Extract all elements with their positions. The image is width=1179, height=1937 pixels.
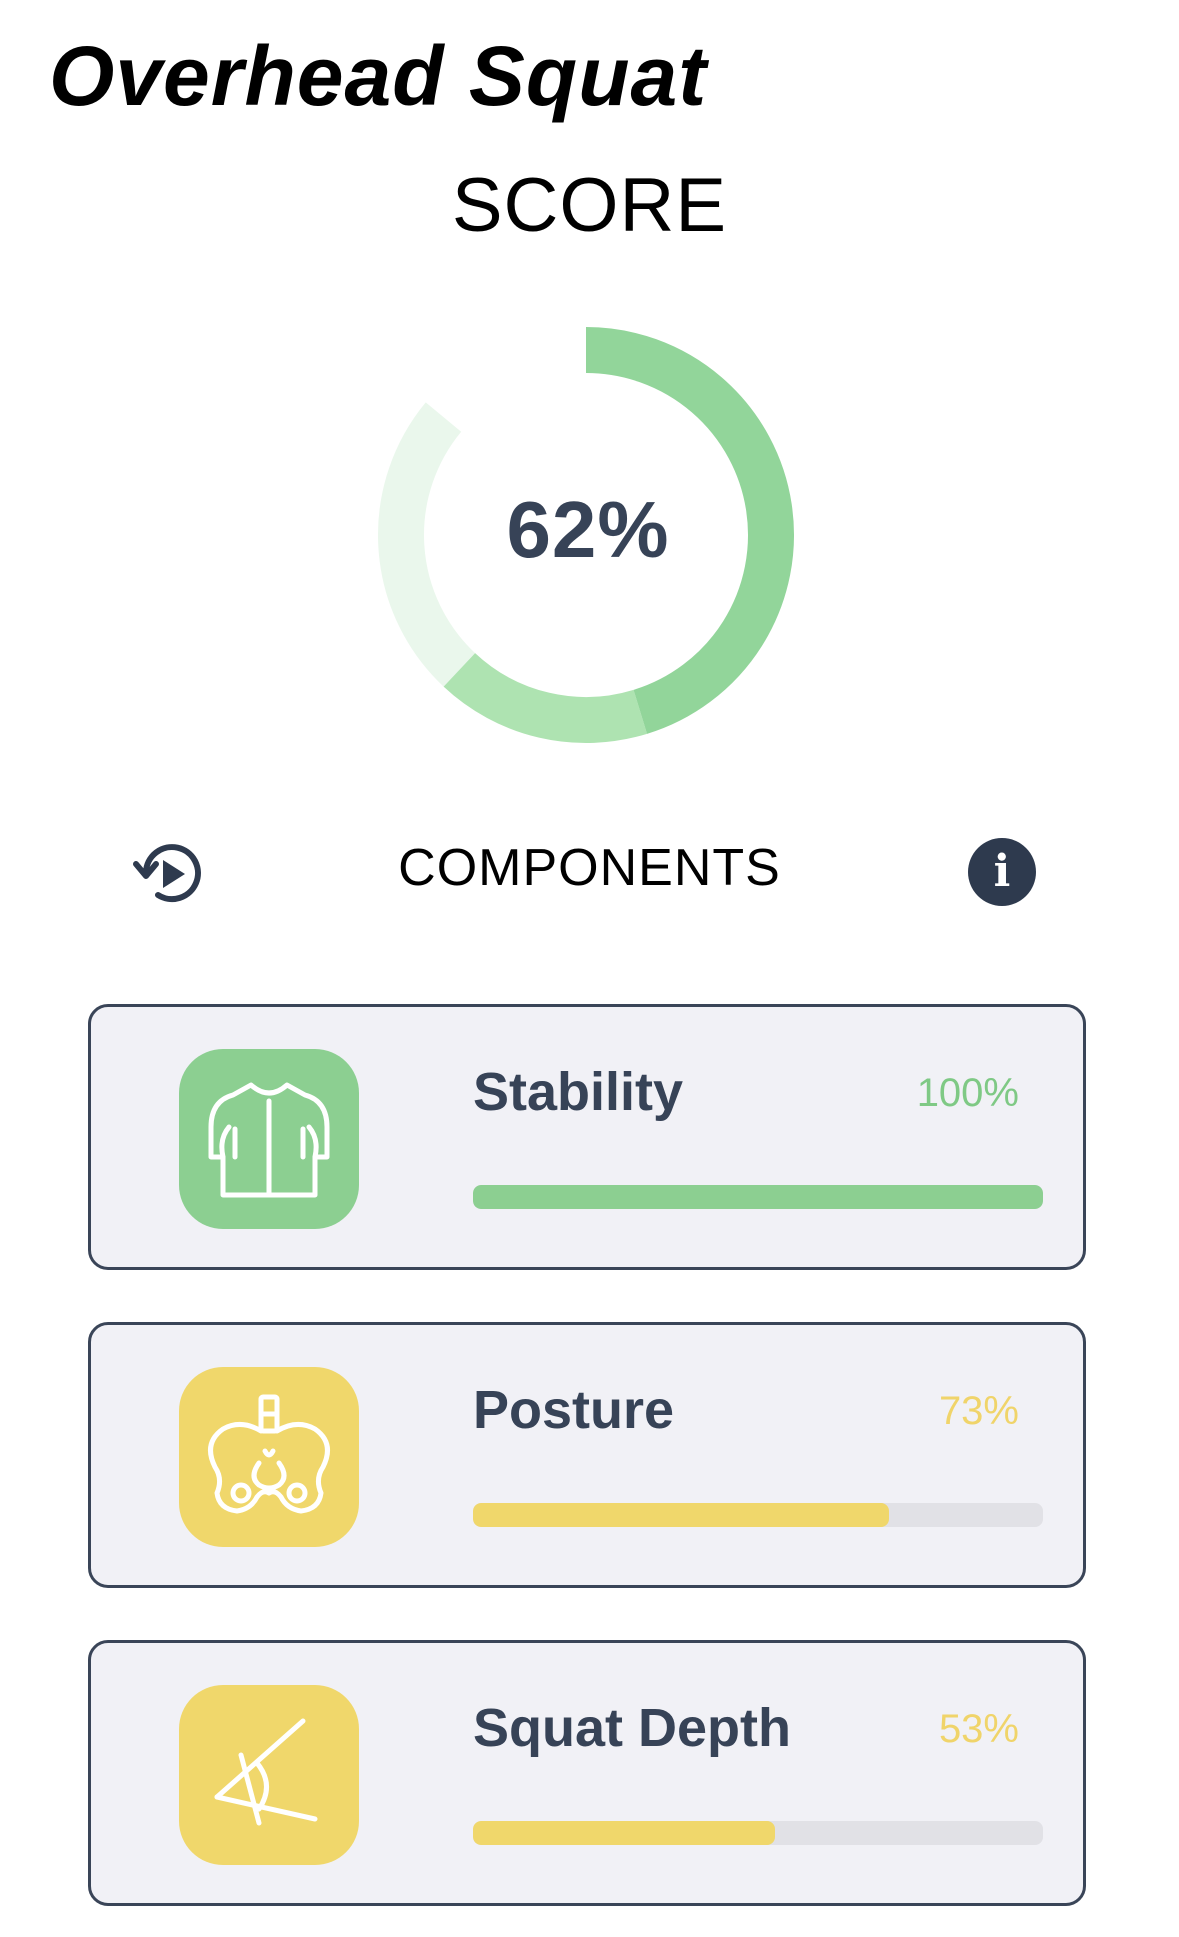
angle-icon (179, 1685, 359, 1865)
component-progress-fill (473, 1503, 890, 1527)
component-progress-bar (473, 1821, 1043, 1845)
score-value: 62% (506, 485, 670, 574)
info-icon[interactable]: i (968, 838, 1036, 906)
component-card-stability[interactable]: Stability 100% (88, 1004, 1086, 1270)
components-header: COMPONENTS i (0, 830, 1179, 910)
gauge-track (378, 402, 476, 687)
component-name: Posture (473, 1380, 675, 1440)
component-progress-fill (473, 1821, 776, 1845)
gauge-fill (585, 327, 794, 734)
page-title: Overhead Squat (49, 29, 708, 123)
replay-icon[interactable] (130, 834, 210, 914)
component-card-posture[interactable]: Posture 73% (88, 1322, 1086, 1588)
components-label: COMPONENTS (398, 839, 781, 897)
component-name: Stability (473, 1062, 684, 1122)
pelvis-icon (179, 1367, 359, 1547)
component-name: Squat Depth (473, 1698, 791, 1758)
torso-icon (179, 1049, 359, 1229)
score-gauge (378, 327, 794, 743)
component-percent: 73% (938, 1389, 1019, 1433)
gauge-fill-tail (443, 652, 648, 743)
component-progress-fill (473, 1185, 1043, 1209)
score-label: SCORE (451, 163, 728, 248)
component-card-squat-depth[interactable]: Squat Depth 53% (88, 1640, 1086, 1906)
component-percent: 53% (938, 1707, 1019, 1751)
component-percent: 100% (916, 1071, 1019, 1115)
component-progress-bar (473, 1185, 1043, 1209)
component-progress-bar (473, 1503, 1043, 1527)
